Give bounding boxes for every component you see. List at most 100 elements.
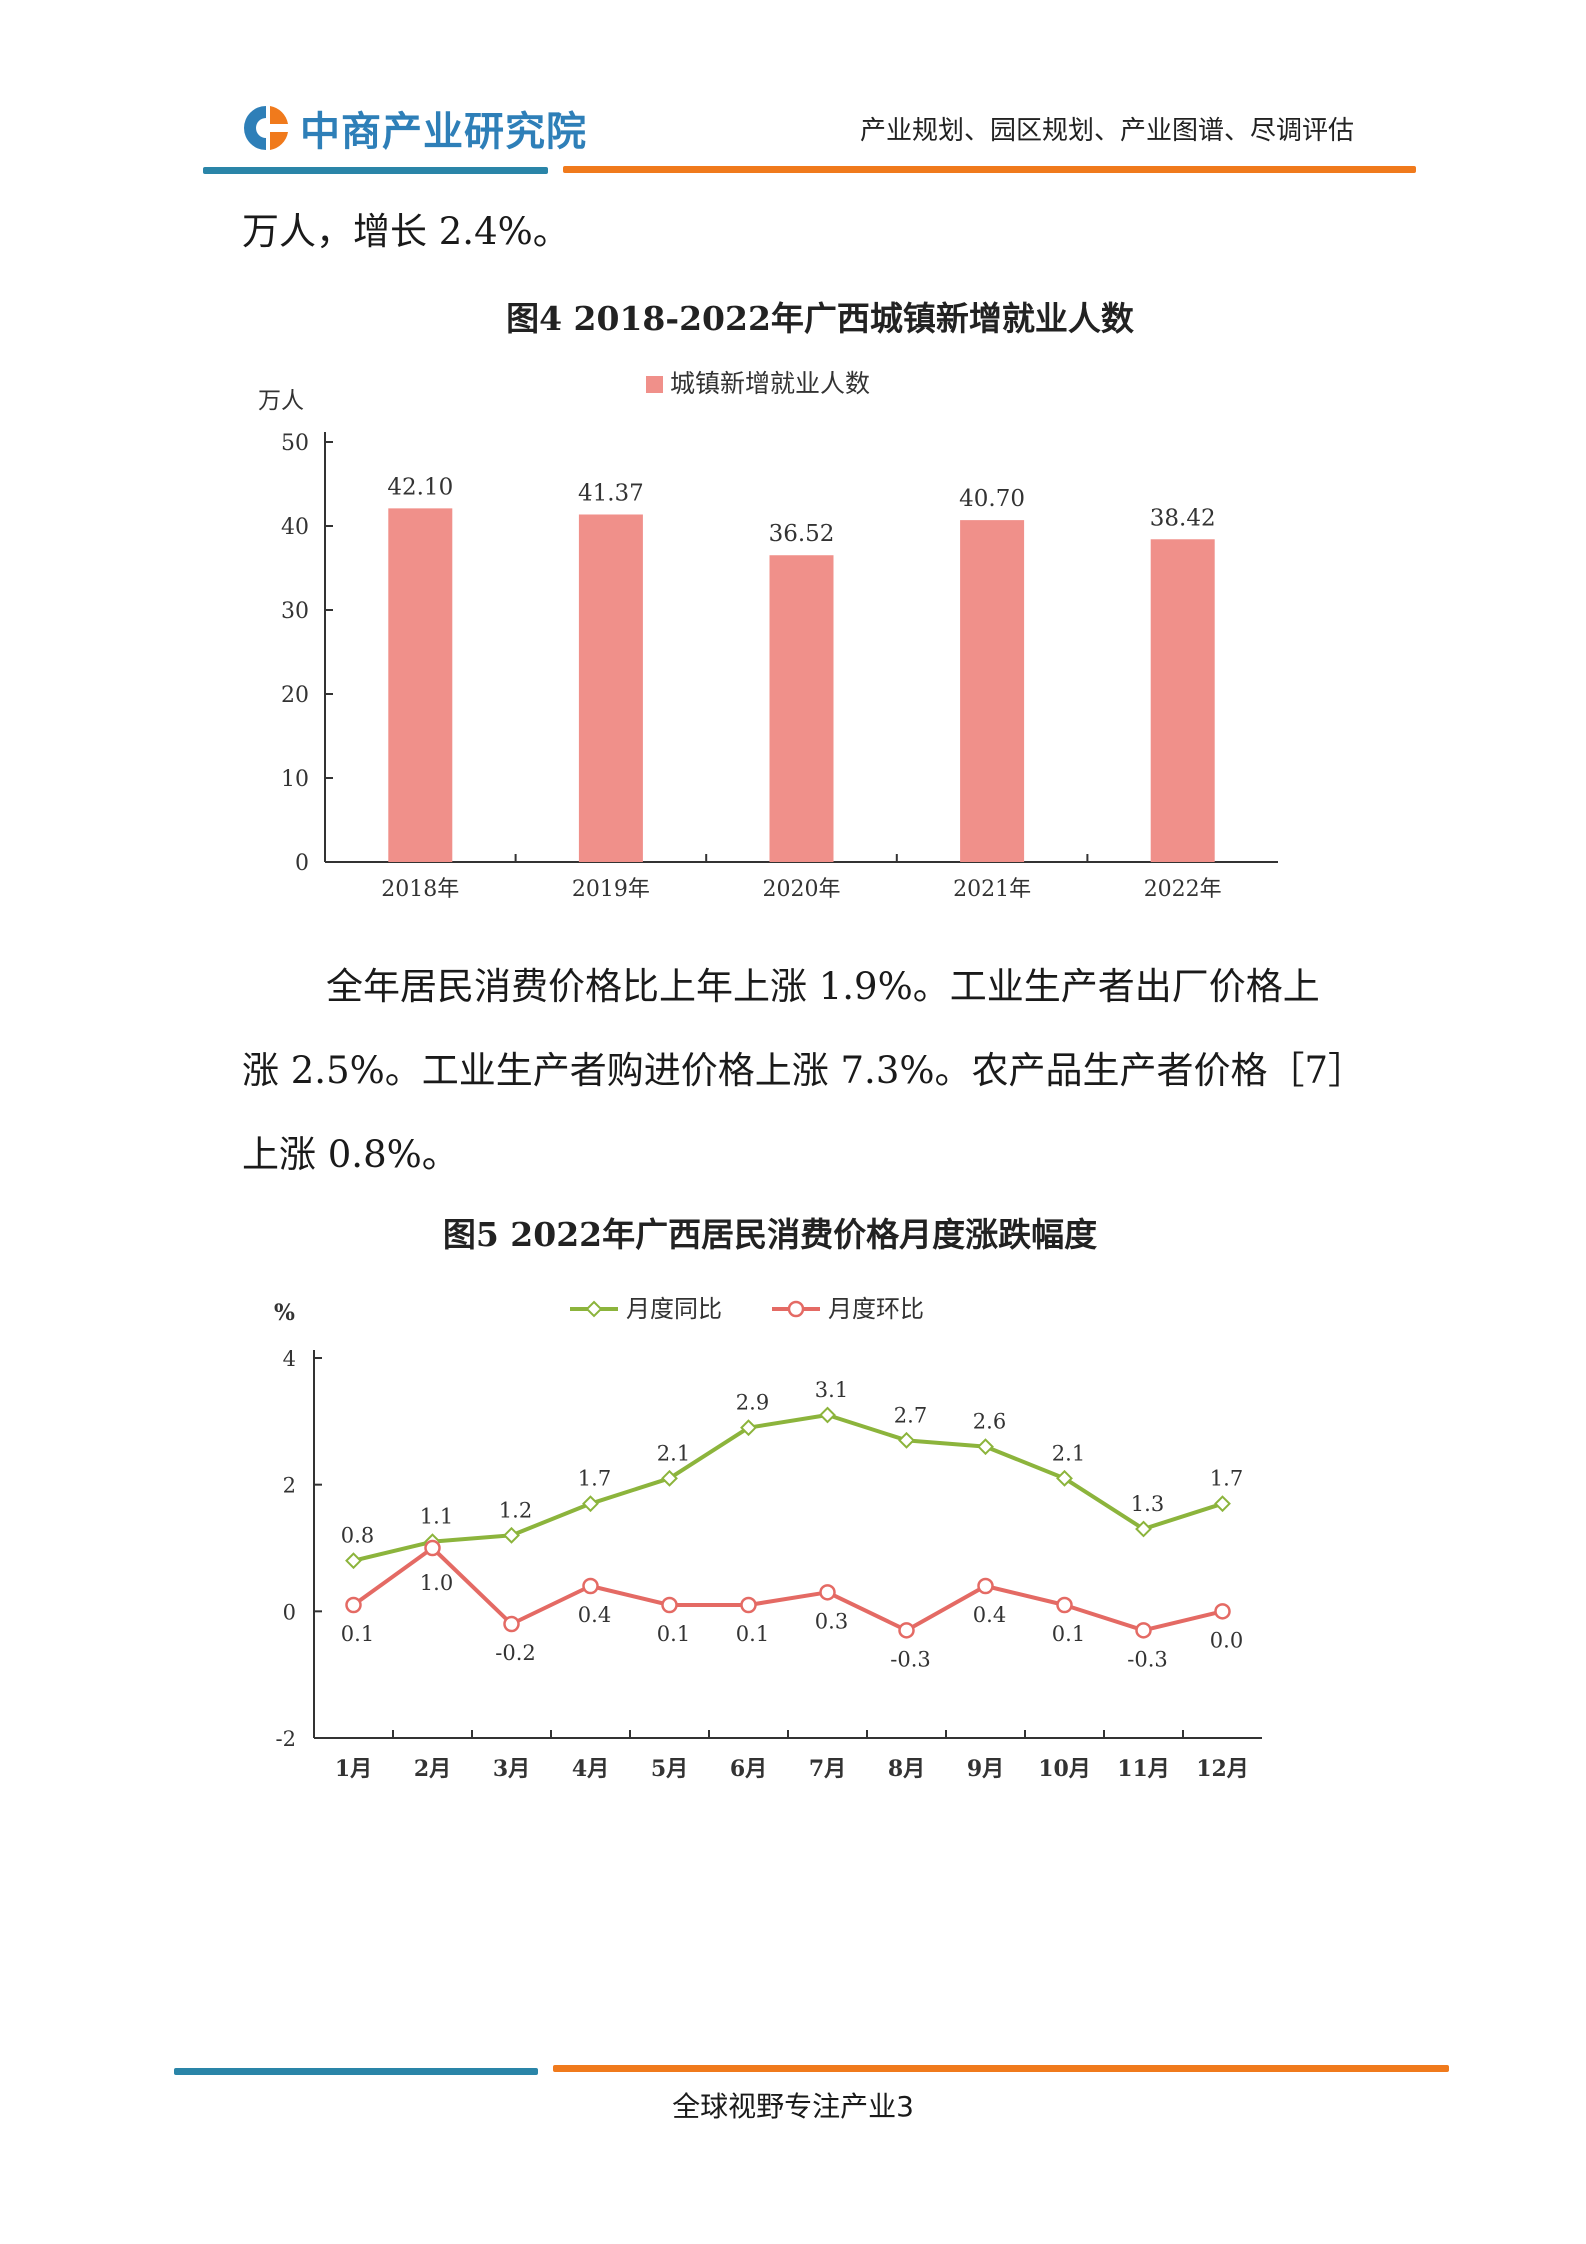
y-tick-label: 20 bbox=[281, 683, 309, 708]
x-tick-label: 2020年 bbox=[763, 877, 841, 902]
data-point bbox=[977, 1577, 994, 1595]
x-tick-label: 10月 bbox=[1038, 1756, 1091, 1782]
legend-label: 月度同比 bbox=[626, 1295, 722, 1323]
data-point bbox=[1135, 1622, 1152, 1639]
chart-legend: 城镇新增就业人数 bbox=[646, 369, 870, 398]
x-tick-label: 9月 bbox=[967, 1756, 1004, 1782]
y-tick-label: 4 bbox=[283, 1347, 296, 1371]
x-tick-label: 2018年 bbox=[381, 877, 459, 902]
data-point bbox=[345, 1552, 362, 1570]
header-rule-orange bbox=[563, 166, 1416, 173]
cpi-line-chart: 图5 2022年广西居民消费价格月度涨跌幅度% 月度同比 月度环比 -2 0 2 4 1月 2月… bbox=[274, 1215, 1262, 1782]
data-point bbox=[1135, 1520, 1152, 1538]
data-point bbox=[819, 1584, 836, 1601]
point-data-label: 0.8 bbox=[341, 1524, 374, 1548]
x-tick-label: 8月 bbox=[888, 1756, 925, 1782]
data-point bbox=[424, 1539, 441, 1557]
y-tick-label: 2 bbox=[283, 1474, 296, 1498]
point-data-label: 0.0 bbox=[1210, 1628, 1243, 1652]
bar bbox=[769, 555, 834, 862]
bar-data-label: 40.70 bbox=[959, 486, 1025, 512]
x-tick-label: 12月 bbox=[1196, 1756, 1249, 1782]
data-point bbox=[582, 1577, 599, 1595]
point-data-label: 2.1 bbox=[657, 1441, 690, 1465]
legend-label: 城镇新增就业人数 bbox=[670, 369, 870, 398]
bar bbox=[578, 514, 643, 862]
x-tick-label: 2022年 bbox=[1144, 877, 1222, 902]
data-point bbox=[503, 1526, 520, 1544]
data-point bbox=[1214, 1603, 1231, 1620]
bar-data-label: 42.10 bbox=[387, 474, 453, 500]
x-tick-label: 4月 bbox=[572, 1756, 609, 1782]
chart-legend: 月度同比 月度环比 bbox=[570, 1295, 924, 1323]
data-point bbox=[503, 1615, 520, 1633]
point-data-label: 1.1 bbox=[420, 1505, 453, 1529]
x-tick-label: 6月 bbox=[730, 1756, 767, 1782]
point-data-label: 1.3 bbox=[1131, 1492, 1164, 1516]
data-point bbox=[819, 1406, 836, 1424]
brand-logo: 中商产业研究院 bbox=[240, 100, 587, 156]
bar-data-label: 41.37 bbox=[578, 480, 644, 506]
data-point bbox=[977, 1438, 994, 1456]
point-data-label: 2.9 bbox=[736, 1391, 769, 1415]
y-axis-label: % bbox=[274, 1300, 295, 1326]
point-data-label: 3.1 bbox=[815, 1378, 848, 1402]
footer-text: 全球视野专注产业3 bbox=[672, 2090, 914, 2123]
point-data-label: 0.1 bbox=[736, 1622, 769, 1646]
logo-text: 中商产业研究院 bbox=[300, 109, 587, 155]
y-tick-label: 50 bbox=[281, 431, 309, 456]
point-data-label: 0.1 bbox=[1052, 1622, 1085, 1646]
point-data-label: 1.7 bbox=[578, 1467, 611, 1491]
chart-title: 图4 2018-2022年广西城镇新增就业人数 bbox=[506, 299, 1135, 338]
point-data-label: 2.1 bbox=[1052, 1441, 1085, 1465]
legend-marker bbox=[787, 1300, 805, 1318]
chart-title: 图5 2022年广西居民消费价格月度涨跌幅度 bbox=[443, 1215, 1097, 1254]
y-tick-label: -2 bbox=[276, 1727, 296, 1751]
x-tick-label: 1月 bbox=[335, 1756, 372, 1782]
footer-rule-orange bbox=[553, 2065, 1449, 2072]
point-data-label: 1.2 bbox=[499, 1498, 532, 1522]
data-point bbox=[740, 1596, 757, 1614]
point-data-label: 2.7 bbox=[894, 1403, 927, 1427]
legend-swatch bbox=[646, 376, 663, 393]
data-point bbox=[1214, 1495, 1231, 1513]
x-tick-label: 3月 bbox=[493, 1756, 530, 1782]
y-tick-label: 30 bbox=[281, 599, 309, 624]
bar-data-label: 38.42 bbox=[1150, 505, 1216, 531]
data-point bbox=[898, 1431, 915, 1449]
point-data-label: 0.4 bbox=[973, 1603, 1006, 1627]
x-tick-label: 7月 bbox=[809, 1756, 846, 1782]
series-line bbox=[352, 1546, 1223, 1633]
point-data-label: 0.1 bbox=[341, 1622, 374, 1646]
data-point bbox=[661, 1596, 678, 1614]
y-tick-label: 40 bbox=[281, 515, 309, 540]
data-point bbox=[740, 1419, 757, 1437]
y-tick-label: 0 bbox=[283, 1600, 296, 1624]
header-rule-blue bbox=[203, 167, 548, 174]
footer-rule-blue bbox=[174, 2068, 538, 2075]
point-data-label: 0.3 bbox=[815, 1609, 848, 1633]
point-data-label: 0.1 bbox=[657, 1622, 690, 1646]
header-tagline: 产业规划、园区规划、产业图谱、尽调评估 bbox=[859, 116, 1354, 146]
data-point bbox=[1056, 1596, 1073, 1614]
data-point bbox=[898, 1622, 915, 1639]
point-data-label: -0.2 bbox=[495, 1641, 536, 1665]
y-tick-label: 10 bbox=[281, 767, 309, 792]
point-data-label: -0.3 bbox=[1127, 1647, 1168, 1671]
bar bbox=[388, 508, 453, 862]
bar-data-label: 36.52 bbox=[769, 521, 835, 547]
data-point bbox=[582, 1495, 599, 1513]
x-tick-label: 2019年 bbox=[572, 877, 650, 902]
series-line bbox=[353, 1413, 1224, 1563]
data-point bbox=[1056, 1469, 1073, 1487]
point-data-label: 1.0 bbox=[420, 1571, 453, 1595]
legend-marker bbox=[585, 1300, 603, 1318]
paragraph-employment-tail: 万人，增长 2.4%。 bbox=[242, 210, 570, 253]
legend-label: 月度环比 bbox=[828, 1295, 924, 1323]
point-data-label: 0.4 bbox=[578, 1603, 611, 1627]
x-tick-label: 2021年 bbox=[953, 877, 1031, 902]
point-data-label: 2.6 bbox=[973, 1410, 1006, 1434]
data-point bbox=[661, 1469, 678, 1487]
x-tick-label: 11月 bbox=[1117, 1756, 1170, 1782]
point-data-label: -0.3 bbox=[890, 1647, 931, 1671]
